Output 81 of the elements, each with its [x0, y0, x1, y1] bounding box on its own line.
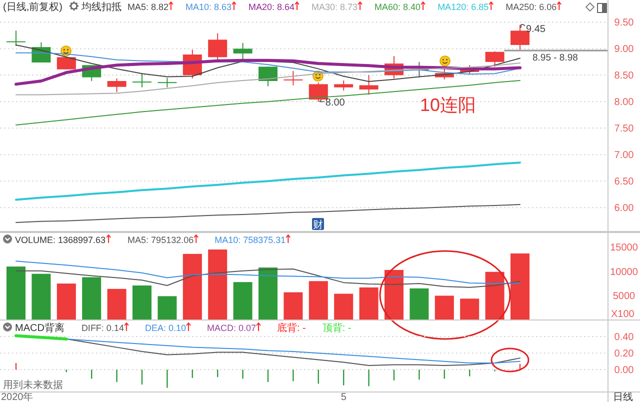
bar: [182, 254, 202, 320]
text: MA120: 6.85: [438, 2, 489, 12]
annotation: 用到未来数据: [3, 379, 63, 391]
chart-title: MACD背离: [15, 322, 64, 334]
bar: [359, 287, 378, 320]
annotation: 9.45: [526, 24, 546, 35]
line-series: [16, 62, 520, 96]
y-tick-label: 0.40: [614, 332, 634, 344]
line-series: [15, 162, 521, 201]
x-tick-label: 5: [340, 392, 347, 402]
line-series: [16, 260, 520, 284]
bar: [434, 296, 454, 320]
line-series: [16, 44, 520, 82]
annotation: 8.00: [325, 98, 346, 109]
bar: [82, 277, 102, 320]
y-tick-label: 8.00: [614, 97, 634, 108]
series-label: DEA: 0.10: [144, 323, 186, 333]
line-series: [16, 80, 520, 126]
bar: [107, 288, 126, 320]
bar: [384, 270, 404, 320]
bar: [485, 272, 504, 320]
annotation: 10连阳: [420, 95, 476, 115]
bar: [132, 285, 152, 320]
annotation: 财: [313, 219, 323, 231]
y-tick-label: 6.50: [614, 176, 634, 188]
candlestick: [485, 50, 504, 68]
y-tick-label: 0.00: [614, 365, 634, 376]
candlestick: [284, 70, 303, 86]
y-tick-label: 6.00: [614, 203, 634, 214]
chart-subtitle: 均线扣抵: [80, 1, 122, 13]
text: MA20: 8.64: [248, 2, 295, 12]
series-label: DIFF: 0.14: [81, 323, 124, 333]
candlestick: [132, 72, 152, 88]
bar: [208, 250, 228, 320]
candlestick: [258, 66, 278, 87]
candlestick: [233, 42, 252, 60]
candlestick: [6, 30, 26, 47]
bar: [334, 294, 354, 320]
legend-label: 底背: -: [276, 322, 306, 334]
text: 日线: [613, 391, 633, 402]
candlestick: [334, 80, 354, 92]
candlestick: [158, 77, 177, 88]
band-label: 8.95 - 8.98: [532, 52, 578, 64]
text: MA30: 8.73: [312, 2, 358, 12]
candlestick: [359, 74, 378, 96]
candlestick: [208, 32, 228, 60]
text: MA10: 8.63: [185, 2, 232, 12]
bar: [510, 253, 530, 320]
y-tick-label: 5000: [612, 291, 636, 302]
bar: [233, 282, 252, 320]
bar: [6, 266, 26, 320]
text: MA250: 6.06: [506, 2, 557, 12]
bar: [56, 284, 76, 320]
bar: [158, 296, 177, 320]
bar: [410, 288, 429, 320]
chart-title: (日线,前复权): [3, 1, 62, 13]
y-tick-label: 10000: [610, 266, 638, 278]
y-tick-label: 15000: [610, 242, 638, 254]
y-tick-label: 7.50: [614, 124, 634, 135]
y-axis-title: X100: [611, 309, 635, 320]
text: MA60: 8.40: [374, 2, 421, 12]
y-tick-label: 9.50: [614, 18, 634, 29]
y-tick-label: 9.00: [614, 44, 634, 56]
text: MA5: 795132.06: [128, 235, 194, 245]
bar: [284, 292, 303, 320]
candlestick: [56, 56, 76, 70]
text: 顶背: -: [322, 322, 352, 334]
bar: [258, 268, 278, 320]
text: MA5: 8.82: [127, 2, 168, 12]
bar: [460, 298, 480, 320]
chart-title: VOLUME: 1368997.63: [15, 235, 106, 245]
text: MA10: 758375.31: [214, 235, 286, 245]
candlestick: [107, 78, 126, 93]
y-tick-label: 8.50: [614, 70, 634, 82]
bar: [308, 281, 328, 320]
line-series: [16, 268, 520, 288]
x-tick-label: 2020年: [1, 391, 34, 402]
bar: [32, 274, 51, 320]
annotation: MACD: 0.07: [206, 323, 256, 333]
y-tick-label: 7.00: [614, 150, 634, 162]
y-tick-label: 0.20: [614, 348, 634, 360]
